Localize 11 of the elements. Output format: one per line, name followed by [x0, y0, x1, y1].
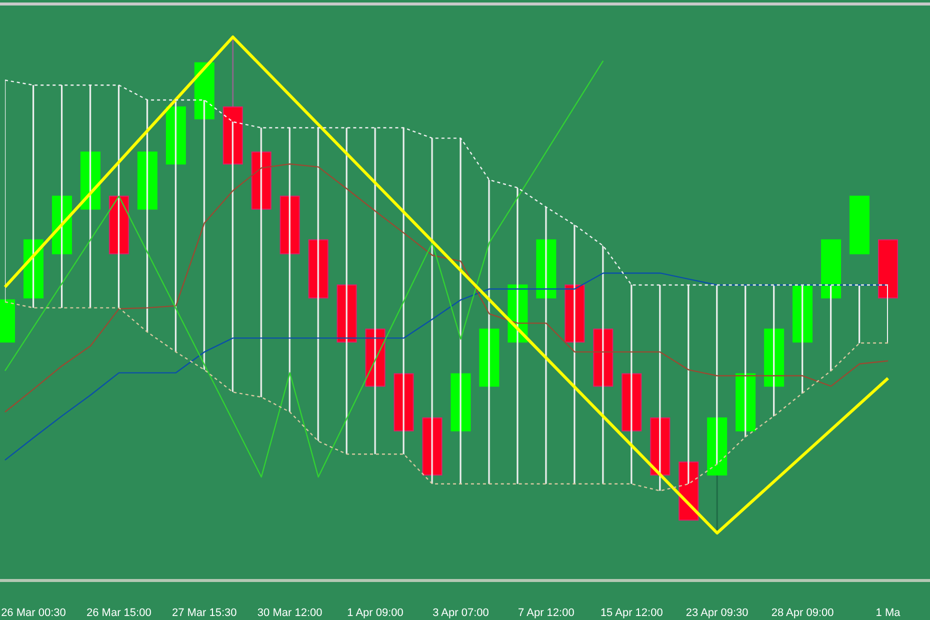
x-tick-label: 7 Apr 12:00: [518, 607, 574, 619]
x-tick-label: 15 Apr 12:00: [600, 607, 663, 619]
x-tick-label: 28 Apr 09:00: [771, 607, 834, 619]
x-tick-label: 26 Mar 15:00: [86, 607, 152, 619]
x-tick-label: 30 Mar 12:00: [257, 607, 322, 619]
x-tick-label: 23 Apr 09:30: [686, 607, 748, 619]
x-tick-label: 1 Ma: [876, 607, 902, 619]
x-tick-label: 3 Apr 07:00: [432, 607, 489, 619]
x-tick-label: 27 Mar 15:30: [172, 607, 237, 619]
x-tick-label: 1 Apr 09:00: [347, 607, 404, 619]
x-tick-label: 26 Mar 00:30: [1, 607, 66, 619]
